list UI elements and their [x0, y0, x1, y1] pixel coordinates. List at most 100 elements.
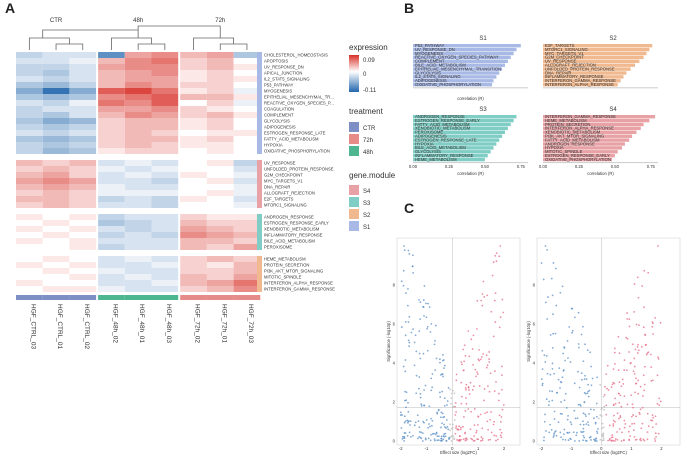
volcano-point	[427, 437, 430, 440]
heatmap-cell	[16, 268, 43, 274]
volcano-point	[399, 414, 402, 416]
volcano-point	[540, 378, 543, 381]
volcano-point	[443, 397, 446, 400]
volcano-point	[587, 383, 589, 386]
heatmap-cell	[42, 94, 70, 100]
volcano-point	[433, 439, 436, 442]
volcano-point	[454, 402, 457, 404]
heatmap-cell	[233, 130, 261, 136]
heatmap-cell	[206, 190, 234, 196]
heatmap-cell	[69, 106, 97, 112]
heatmap-row-label: UV_RESPONSE_DN	[264, 65, 304, 70]
bar-label: XENOBIOTIC_METABOLISM	[415, 126, 471, 131]
volcano-point	[420, 437, 423, 440]
heatmap-cell	[180, 286, 207, 292]
volcano-point	[449, 423, 451, 426]
heatmap-cell	[151, 226, 179, 232]
heatmap-cell	[124, 112, 152, 118]
group-label: 48h	[133, 18, 143, 24]
heatmap-cell	[98, 148, 125, 154]
heatmap-cell	[124, 172, 152, 178]
volcano-point	[603, 409, 605, 411]
bar-label: G2M_CHECKPOINT	[545, 55, 584, 60]
heatmap-cell	[206, 130, 234, 136]
bar-label: HYPOXIA	[415, 141, 434, 146]
volcano-point	[402, 269, 405, 272]
volcano-point	[568, 431, 571, 434]
volcano-point	[612, 423, 615, 425]
heatmap-cell	[16, 244, 43, 250]
volcano-y-label: Significance (-log10p)	[386, 321, 391, 362]
volcano-point	[566, 431, 569, 434]
volcano-point	[625, 336, 628, 339]
heatmap-cell	[233, 262, 261, 268]
volcano-point	[400, 326, 403, 328]
volcano-point	[554, 430, 557, 432]
module-label-s1: S1	[363, 225, 371, 231]
heatmap-row-label: APOPTOSIS	[264, 59, 288, 64]
volcano-point	[404, 432, 407, 434]
volcano-point	[641, 285, 644, 287]
volcano-point	[424, 437, 427, 440]
volcano-point	[455, 373, 458, 376]
heatmap-cell	[42, 142, 70, 148]
volcano-point	[618, 417, 620, 420]
heatmap-cell	[16, 238, 43, 244]
heatmap-cell	[180, 58, 207, 64]
volcano-point	[566, 418, 569, 421]
volcano-point	[441, 390, 444, 393]
volcano-point	[559, 291, 562, 294]
volcano-point	[655, 423, 658, 425]
volcano-point	[637, 343, 639, 346]
heatmap-cell	[16, 172, 43, 178]
bar-label: UNFOLDED_PROTEIN_RESPONSE	[545, 66, 615, 71]
volcano-point	[407, 421, 409, 424]
heatmap-cell	[151, 220, 179, 226]
heatmap-cell	[42, 172, 70, 178]
heatmap-cell	[42, 190, 70, 196]
bar-label: ESTROGEN_RESPONSE_LATE	[415, 137, 477, 142]
bar-label: ADIPOGENESIS	[415, 78, 447, 83]
volcano-point	[401, 414, 404, 416]
volcano-point	[442, 375, 444, 378]
module-swatch-s2	[349, 209, 359, 219]
heatmap-cell	[206, 232, 234, 238]
volcano-point	[403, 439, 405, 442]
volcano-point	[433, 438, 436, 440]
volcano-point	[622, 382, 625, 385]
volcano-point	[618, 428, 621, 430]
volcano-point	[602, 435, 605, 438]
bar-x-tick: 0.00	[409, 164, 418, 169]
bar	[413, 126, 508, 131]
heatmap-cell	[233, 202, 261, 208]
bar-label: UV_RESPONSE_DN	[415, 47, 455, 52]
heatmap-row-label: HEME_METABOLISM	[264, 257, 306, 262]
treatment-cell	[180, 295, 207, 300]
heatmap-row-label: COMPLEMENT	[264, 113, 294, 118]
bar	[543, 126, 641, 131]
volcano-point	[543, 439, 545, 442]
volcano-point	[440, 437, 443, 440]
volcano-point	[446, 400, 449, 402]
volcano-point	[475, 375, 478, 378]
volcano-point	[634, 348, 637, 351]
heatmap-cell	[16, 274, 43, 280]
bar-chart-title: S4	[609, 107, 617, 113]
volcano-point	[543, 420, 546, 423]
volcano-point	[413, 424, 416, 427]
volcano-point	[493, 299, 496, 302]
bar-label: GLYCOLYSIS	[415, 70, 441, 75]
volcano-point	[443, 433, 446, 435]
bar-label: GLYCOLYSIS	[415, 149, 441, 154]
panel-label-a: A	[5, 0, 15, 16]
heatmap-cell	[233, 184, 261, 190]
treatment-cell	[42, 295, 70, 300]
volcano-point	[485, 354, 488, 357]
heatmap-cell	[98, 244, 125, 250]
volcano-point	[646, 431, 649, 434]
volcano-point	[599, 414, 602, 416]
heatmap-cell	[98, 112, 125, 118]
heatmap-cell	[69, 238, 97, 244]
bar-label: INFLAMMATORY_RESPONSE	[415, 153, 474, 158]
heatmap-cell	[180, 220, 207, 226]
